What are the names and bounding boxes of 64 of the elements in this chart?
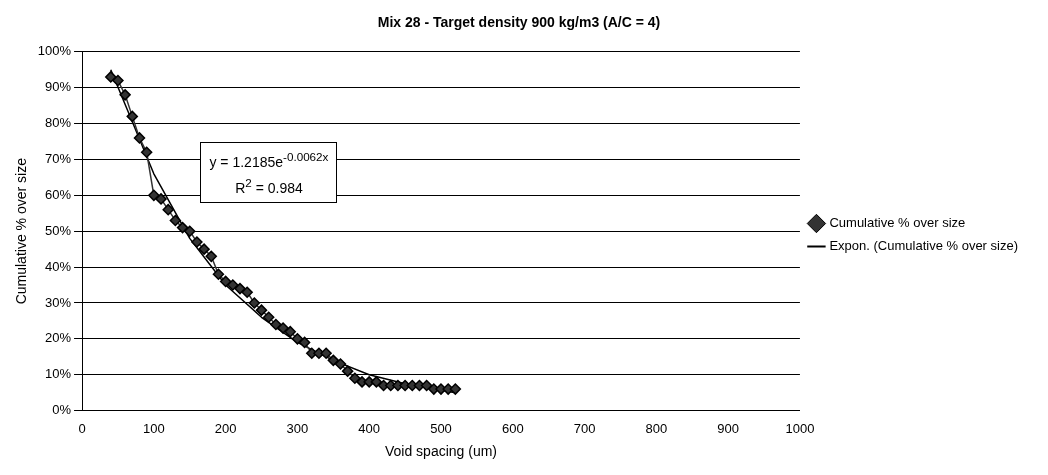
point — [341, 365, 354, 377]
point — [255, 304, 268, 316]
x-tick-label: 100 — [142, 420, 165, 436]
x-tick-label: 600 — [501, 420, 524, 436]
x-tick-label: 0 — [78, 420, 86, 436]
x-tick-label: 1000 — [785, 420, 815, 436]
x-axis-title: Void spacing (um) — [384, 443, 498, 460]
x-tick-label: 800 — [645, 420, 668, 436]
y-tick-label: 50% — [45, 222, 72, 238]
point — [155, 193, 167, 205]
point — [277, 322, 289, 334]
point — [140, 146, 153, 159]
point — [320, 347, 332, 359]
x-tick-label: 200 — [214, 420, 237, 436]
point — [105, 71, 117, 83]
y-tick-label: 40% — [45, 258, 72, 274]
y-axis-title: Cumulative % over size — [13, 157, 30, 305]
y-tick-label: 60% — [45, 186, 72, 202]
point — [112, 74, 124, 87]
y-tick-label: 20% — [45, 330, 72, 346]
y-tick-label: 100% — [37, 43, 72, 59]
point — [148, 189, 160, 202]
point — [349, 372, 361, 385]
point — [119, 89, 131, 101]
point — [176, 221, 189, 234]
point — [370, 376, 383, 388]
point — [241, 286, 253, 298]
point — [133, 132, 146, 144]
x-tick-label: 300 — [286, 420, 309, 436]
point — [449, 383, 462, 395]
point — [227, 279, 239, 291]
point — [205, 250, 218, 263]
chart-title: Mix 28 - Target density 900 kg/m3 (A/C = 4) — [377, 14, 661, 31]
point — [191, 236, 203, 248]
point — [219, 275, 232, 288]
point — [298, 336, 311, 349]
y-tick-label: 10% — [45, 366, 72, 382]
x-tick-label: 700 — [573, 420, 596, 436]
point — [270, 318, 282, 331]
x-tick-label: 400 — [358, 420, 381, 436]
point — [126, 110, 139, 123]
point — [183, 225, 196, 237]
point — [248, 297, 261, 309]
point — [169, 214, 182, 227]
y-tick-label: 90% — [45, 79, 72, 95]
y-tick-label: 70% — [45, 151, 72, 167]
y-tick-label: 30% — [45, 294, 72, 310]
point — [284, 325, 296, 338]
point — [212, 268, 225, 281]
y-tick-label: 80% — [45, 115, 72, 131]
point — [234, 282, 246, 295]
legend-label: Expon. (Cumulative % over size) — [829, 238, 1019, 254]
annotation: y = 1.2185e$^{-0.0062x}$ — [209, 148, 329, 172]
x-tick-label: 500 — [430, 420, 452, 436]
point — [334, 358, 347, 370]
legend-label: Cumulative % over size — [829, 215, 966, 231]
point — [162, 203, 174, 216]
point — [198, 243, 210, 255]
point — [262, 311, 275, 324]
annotation: R$^{2}$ = 0.984 — [234, 175, 304, 198]
point — [327, 354, 340, 367]
y-tick-label: 0% — [52, 402, 72, 418]
x-tick-label: 900 — [717, 420, 739, 436]
point — [291, 333, 304, 345]
